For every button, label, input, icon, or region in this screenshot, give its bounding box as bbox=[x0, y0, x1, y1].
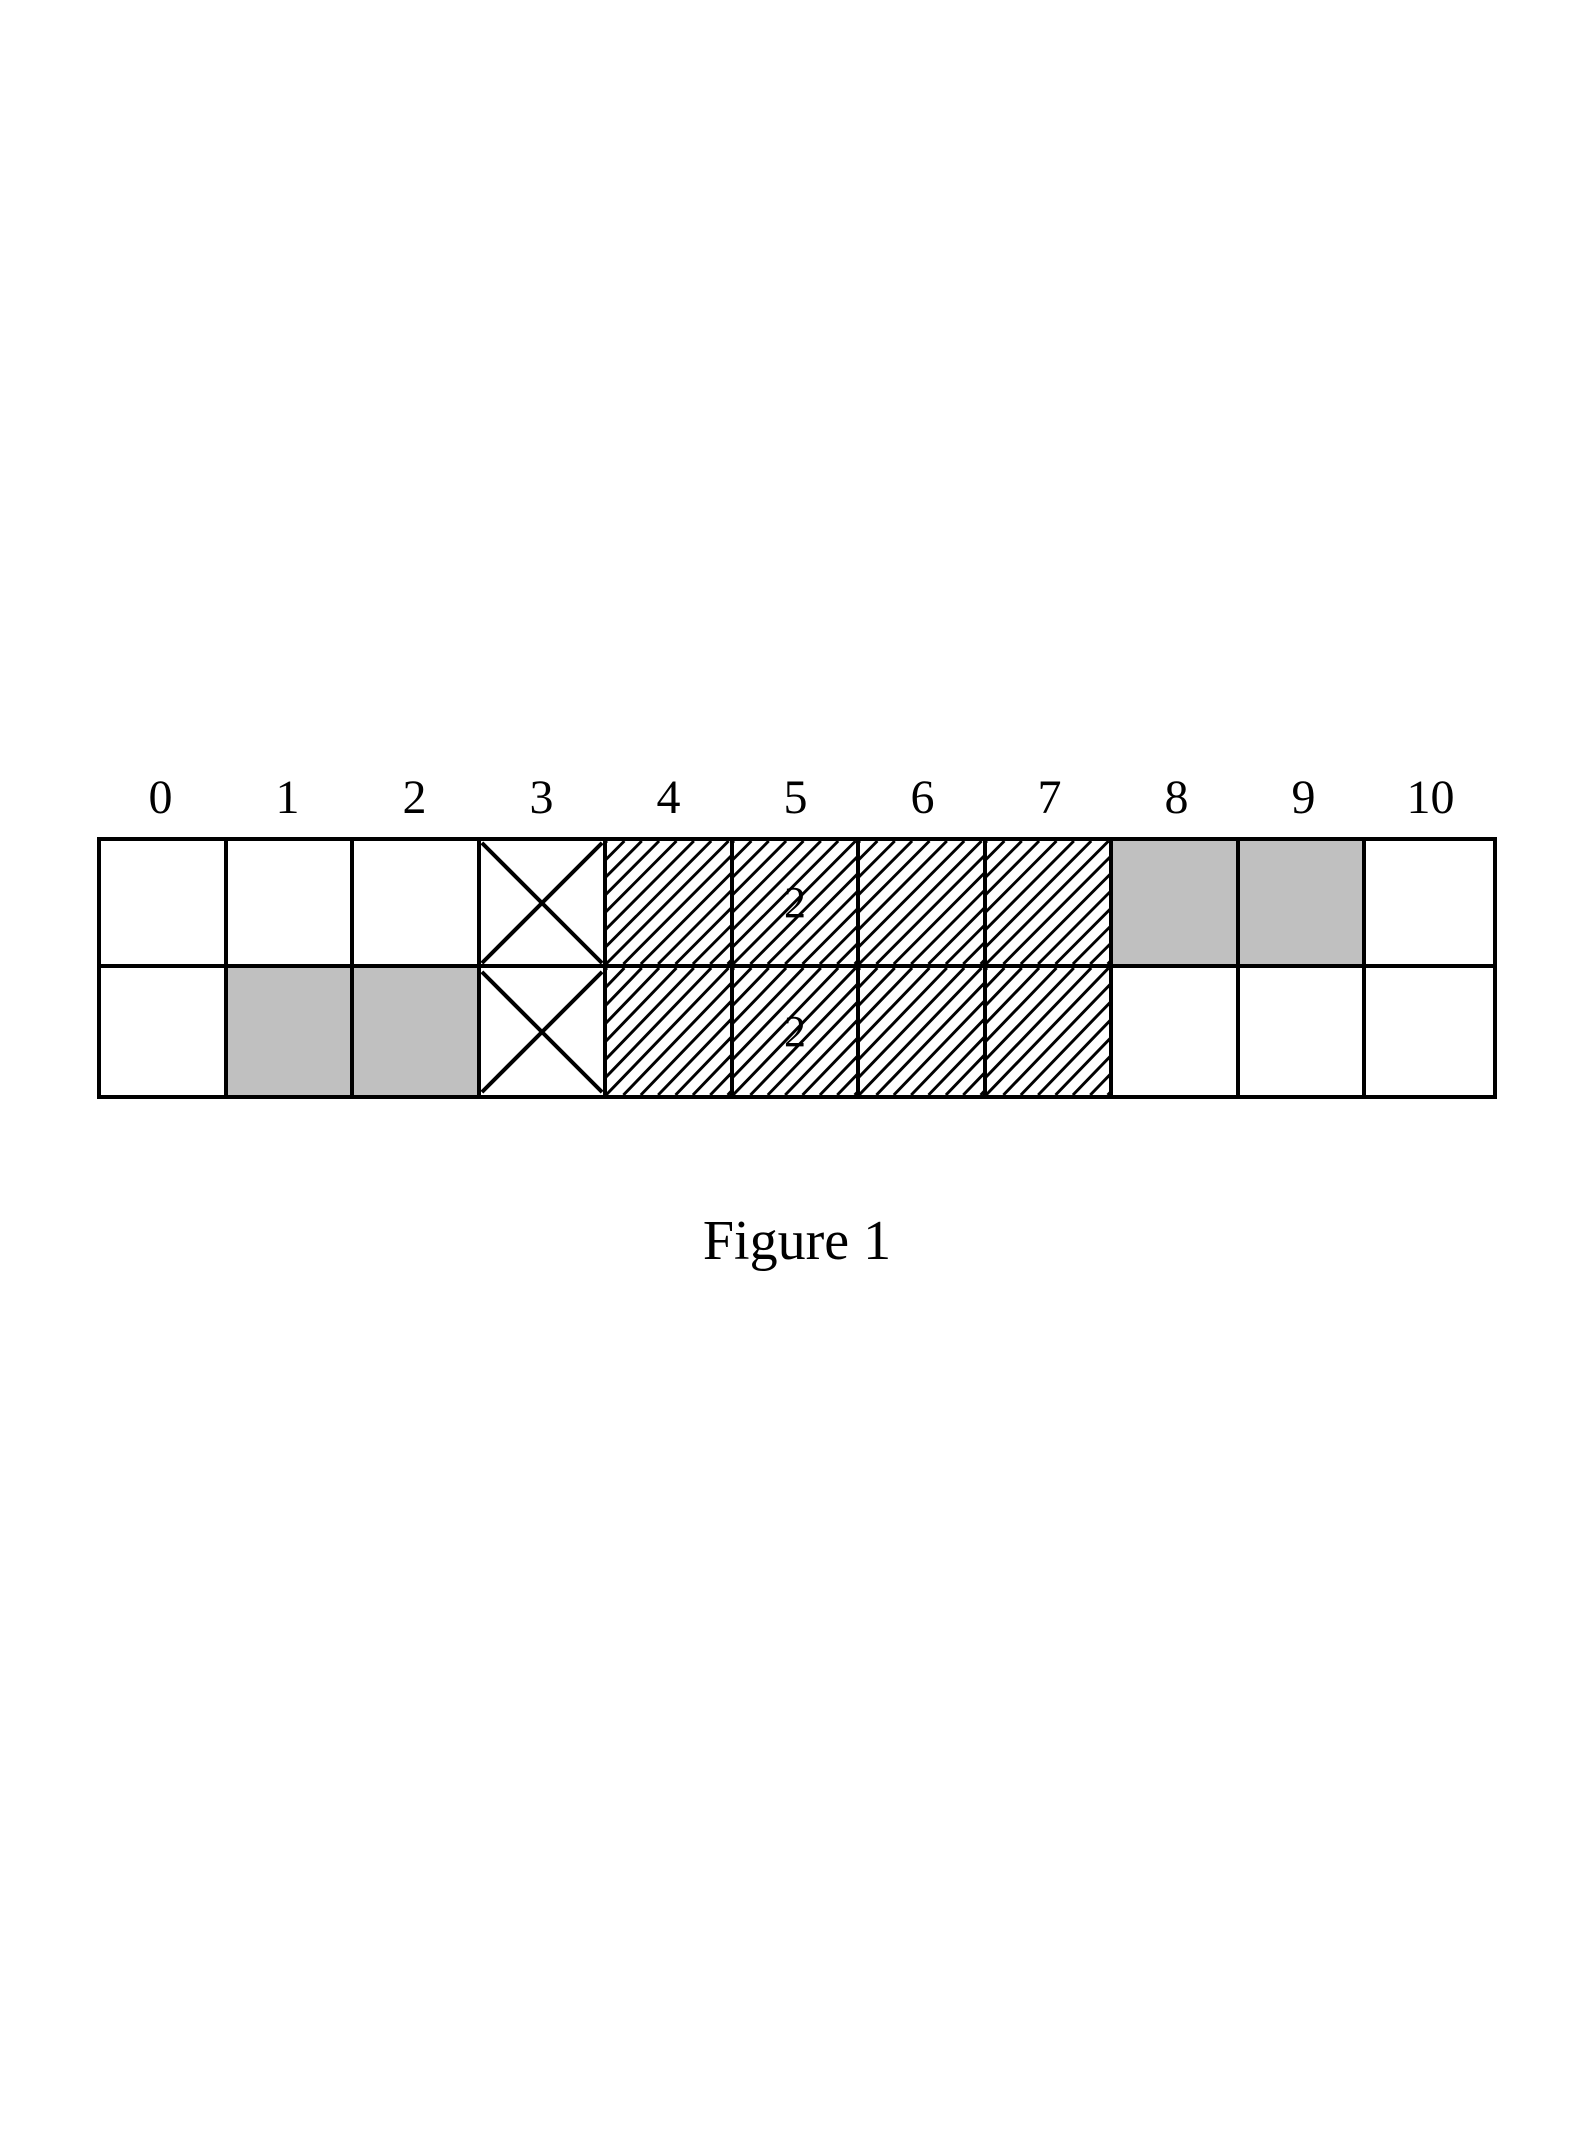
column-label: 4 bbox=[605, 770, 732, 825]
grid-row: 2 bbox=[101, 841, 1493, 968]
grid-cell bbox=[860, 841, 987, 964]
grid-cell bbox=[228, 968, 355, 1095]
column-label: 10 bbox=[1367, 770, 1494, 825]
grid: 22 bbox=[97, 837, 1497, 1099]
grid-cell bbox=[1366, 968, 1493, 1095]
cell-text: 2 bbox=[784, 877, 806, 928]
grid-cell bbox=[101, 841, 228, 964]
grid-cell bbox=[607, 968, 734, 1095]
figure-caption: Figure 1 bbox=[97, 1209, 1497, 1273]
grid-cell bbox=[607, 841, 734, 964]
column-label: 7 bbox=[986, 770, 1113, 825]
grid-cell bbox=[354, 968, 481, 1095]
grid-cell bbox=[1240, 841, 1367, 964]
grid-cell bbox=[354, 841, 481, 964]
grid-cell bbox=[1366, 841, 1493, 964]
grid-cell bbox=[987, 968, 1114, 1095]
grid-cell bbox=[101, 968, 228, 1095]
grid-row: 2 bbox=[101, 968, 1493, 1095]
grid-cell bbox=[228, 841, 355, 964]
grid-cell: 2 bbox=[734, 968, 861, 1095]
column-label: 0 bbox=[97, 770, 224, 825]
grid-cell: 2 bbox=[734, 841, 861, 964]
column-label: 8 bbox=[1113, 770, 1240, 825]
grid-cell bbox=[987, 841, 1114, 964]
grid-cell bbox=[481, 841, 608, 964]
column-label: 2 bbox=[351, 770, 478, 825]
column-label: 1 bbox=[224, 770, 351, 825]
grid-cell bbox=[1240, 968, 1367, 1095]
grid-cell bbox=[1113, 968, 1240, 1095]
grid-cell bbox=[1113, 841, 1240, 964]
column-label: 9 bbox=[1240, 770, 1367, 825]
column-labels: 012345678910 bbox=[97, 770, 1497, 825]
cell-text: 2 bbox=[784, 1006, 806, 1057]
column-label: 6 bbox=[859, 770, 986, 825]
column-label: 3 bbox=[478, 770, 605, 825]
grid-cell bbox=[481, 968, 608, 1095]
grid-cell bbox=[860, 968, 987, 1095]
column-label: 5 bbox=[732, 770, 859, 825]
figure-container: 012345678910 22 Figure 1 bbox=[97, 770, 1497, 1273]
